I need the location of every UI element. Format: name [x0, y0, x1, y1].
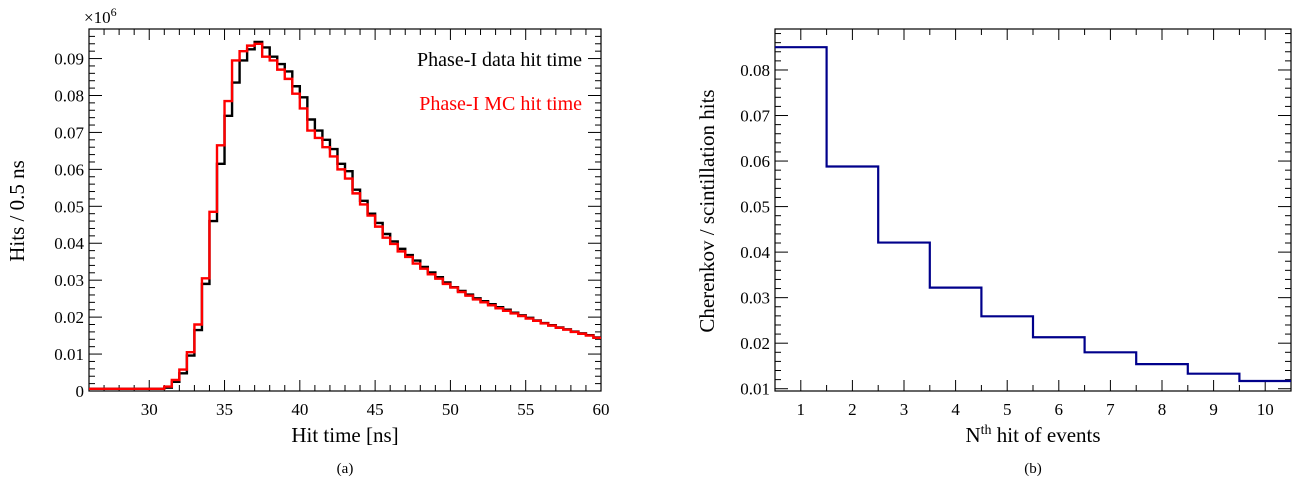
y-tick-label: 0.09 — [54, 50, 84, 69]
y-tick-label: 0.07 — [740, 107, 770, 126]
x-tick-label: 4 — [951, 400, 960, 419]
y-tick-label: 0.06 — [740, 152, 770, 171]
x-tick-label: 9 — [1209, 400, 1218, 419]
plot-b-y-label: Cherenkov / scintillation hits — [695, 89, 719, 332]
x-tick-label: 8 — [1158, 400, 1167, 419]
x-tick-label: 5 — [1003, 400, 1012, 419]
y-tick-label: 0.03 — [54, 271, 84, 290]
plot-a-y-multiplier-base: ×10 — [84, 8, 111, 27]
plot-b-y-ticks: 0.01 0.02 0.03 0.04 0.05 0.06 0.07 0.08 — [740, 33, 1291, 399]
x-tick-label: 30 — [141, 400, 158, 419]
y-tick-label: 0.06 — [54, 160, 84, 179]
y-tick-label: 0.04 — [54, 234, 84, 253]
plot-b-x-label-sup: th — [981, 423, 992, 438]
y-tick-label: 0.08 — [740, 61, 770, 80]
plot-a-frame — [88, 28, 602, 392]
plot-a-x-ticks: 30 35 40 45 50 55 60 — [88, 29, 610, 419]
y-tick-label: 0.08 — [54, 86, 84, 105]
y-tick-label: 0.02 — [54, 308, 84, 327]
y-tick-label: 0.01 — [740, 380, 770, 399]
x-tick-label: 2 — [848, 400, 857, 419]
x-tick-label: 7 — [1106, 400, 1115, 419]
plot-a-series-2-line — [89, 42, 601, 390]
y-tick-label: 0.05 — [54, 197, 84, 216]
plot-b-series-1-line — [775, 46, 1291, 383]
legend-a-entry-data: Phase-I data hit time — [417, 49, 582, 71]
plot-b-x-label-rest: hit of events — [992, 423, 1101, 447]
plot-b-x-label: Nth hit of events — [965, 423, 1100, 447]
plot-a-x-label: Hit time [ns] — [291, 423, 398, 447]
y-tick-label: 0.03 — [740, 289, 770, 308]
x-tick-label: 10 — [1257, 400, 1274, 419]
x-tick-label: 55 — [517, 400, 534, 419]
x-tick-label: 50 — [442, 400, 459, 419]
x-tick-label: 3 — [900, 400, 909, 419]
x-tick-label: 35 — [216, 400, 233, 419]
panel-a: 30 35 40 45 50 55 60 0 0.01 0.02 0.03 0.04 0.05 0.06… — [5, 5, 610, 477]
plot-a-y-multiplier: ×106 — [84, 5, 117, 27]
y-tick-label: 0.04 — [740, 243, 770, 262]
plot-a-y-label: Hits / 0.5 ns — [5, 160, 29, 262]
legend-a-entry-mc: Phase-I MC hit time — [419, 93, 582, 115]
y-tick-label: 0 — [76, 382, 85, 401]
plot-b-series — [775, 46, 1291, 383]
x-tick-label: 6 — [1055, 400, 1064, 419]
y-tick-label: 0.05 — [740, 198, 770, 217]
plot-a-y-multiplier-exp: 6 — [111, 5, 117, 19]
x-tick-label: 40 — [291, 400, 308, 419]
plot-b-x-label-base: N — [965, 423, 980, 447]
x-tick-label: 45 — [367, 400, 384, 419]
panel-b-caption: (b) — [1024, 461, 1042, 477]
x-tick-label: 60 — [593, 400, 610, 419]
plot-a-y-ticks: 0 0.01 0.02 0.03 0.04 0.05 0.06 0.07 0.08 0.09 — [54, 28, 601, 401]
y-tick-label: 0.01 — [54, 345, 84, 364]
panel-a-caption: (a) — [337, 461, 354, 477]
y-tick-label: 0.02 — [740, 334, 770, 353]
plot-b-x-ticks: 1 2 3 4 5 6 7 8 9 10 — [774, 29, 1292, 419]
y-tick-label: 0.07 — [54, 123, 84, 142]
x-tick-label: 1 — [797, 400, 806, 419]
panel-b: 1 2 3 4 5 6 7 8 9 10 0.01 0.02 0.03 0.04 0.05 0.06 0.07… — [695, 28, 1292, 477]
plot-a-series — [89, 40, 601, 390]
